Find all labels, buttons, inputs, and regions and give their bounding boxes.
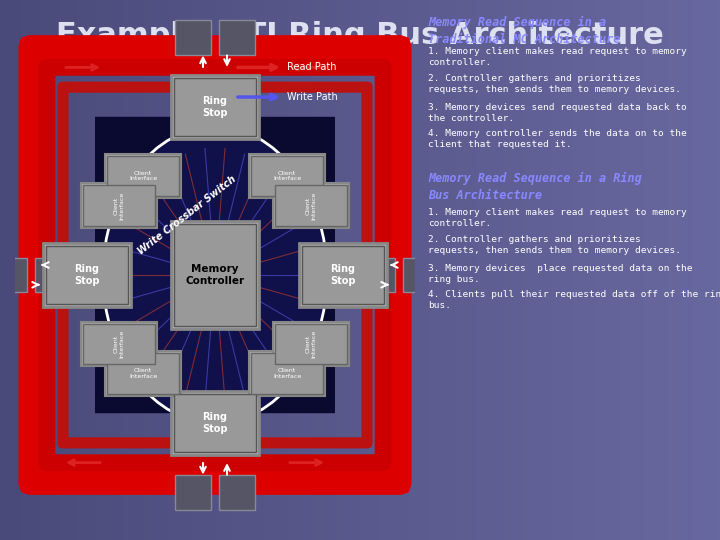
Text: Write Crossbar Switch: Write Crossbar Switch <box>136 174 238 257</box>
Text: 2. Controller gathers and prioritizes
requests, then sends them to memory device: 2. Controller gathers and prioritizes re… <box>428 74 681 94</box>
Text: 1. Memory client makes read request to memory
controller.: 1. Memory client makes read request to m… <box>428 208 687 228</box>
Text: Read Path: Read Path <box>287 63 336 72</box>
Text: 1. Memory client makes read request to memory
controller.: 1. Memory client makes read request to m… <box>428 47 687 67</box>
FancyBboxPatch shape <box>83 324 155 365</box>
FancyBboxPatch shape <box>273 322 349 366</box>
FancyBboxPatch shape <box>249 154 325 198</box>
FancyBboxPatch shape <box>275 185 347 226</box>
Text: Client
Interface: Client Interface <box>129 171 157 181</box>
FancyBboxPatch shape <box>219 475 255 510</box>
Text: Client
Interface: Client Interface <box>114 192 125 220</box>
FancyBboxPatch shape <box>46 246 128 304</box>
FancyBboxPatch shape <box>107 156 179 197</box>
Text: 3. Memory devices  place requested data on the
ring bus.: 3. Memory devices place requested data o… <box>428 264 693 284</box>
Text: Client
Interface: Client Interface <box>305 192 316 220</box>
Text: Client
Interface: Client Interface <box>273 368 301 379</box>
FancyBboxPatch shape <box>299 243 387 307</box>
FancyBboxPatch shape <box>174 224 256 326</box>
FancyBboxPatch shape <box>171 75 259 139</box>
FancyBboxPatch shape <box>83 185 155 226</box>
Text: Ring
Stop: Ring Stop <box>330 264 356 286</box>
FancyBboxPatch shape <box>105 154 181 198</box>
Text: Client
Interface: Client Interface <box>273 171 301 181</box>
FancyBboxPatch shape <box>0 258 27 292</box>
FancyBboxPatch shape <box>275 324 347 365</box>
FancyBboxPatch shape <box>251 354 323 394</box>
FancyBboxPatch shape <box>43 243 131 307</box>
FancyBboxPatch shape <box>359 258 395 292</box>
Text: 4. Memory controller sends the data on to the
client that requested it.: 4. Memory controller sends the data on t… <box>428 129 687 149</box>
FancyBboxPatch shape <box>95 117 335 413</box>
Text: Example: ATI Ring Bus Architecture: Example: ATI Ring Bus Architecture <box>56 21 664 50</box>
FancyBboxPatch shape <box>107 354 179 394</box>
FancyBboxPatch shape <box>174 394 256 452</box>
Text: 3. Memory devices send requested data back to
the controller.: 3. Memory devices send requested data ba… <box>428 103 687 123</box>
Text: 4. Clients pull their requested data off of the ring
bus.: 4. Clients pull their requested data off… <box>428 290 720 310</box>
Text: Ring
Stop: Ring Stop <box>202 412 228 434</box>
FancyBboxPatch shape <box>251 156 323 197</box>
FancyBboxPatch shape <box>174 78 256 136</box>
FancyBboxPatch shape <box>81 184 157 228</box>
Text: Memory Read Sequence in a Ring
Bus Architecture: Memory Read Sequence in a Ring Bus Archi… <box>428 172 642 202</box>
FancyBboxPatch shape <box>171 220 259 329</box>
FancyBboxPatch shape <box>249 352 325 396</box>
Text: 2. Controller gathers and prioritizes
requests, then sends them to memory device: 2. Controller gathers and prioritizes re… <box>428 235 681 255</box>
Text: Client
Interface: Client Interface <box>129 368 157 379</box>
Text: Client
Interface: Client Interface <box>305 330 316 358</box>
FancyBboxPatch shape <box>219 21 255 55</box>
FancyBboxPatch shape <box>302 246 384 304</box>
FancyBboxPatch shape <box>176 475 212 510</box>
Ellipse shape <box>103 127 327 423</box>
FancyBboxPatch shape <box>35 258 71 292</box>
Text: Memory Read Sequence in a
Traditional MC Architecture: Memory Read Sequence in a Traditional MC… <box>428 16 621 46</box>
Text: Ring
Stop: Ring Stop <box>202 96 228 118</box>
Text: Ring
Stop: Ring Stop <box>74 264 100 286</box>
FancyBboxPatch shape <box>176 21 212 55</box>
FancyBboxPatch shape <box>402 258 438 292</box>
Text: Client
Interface: Client Interface <box>114 330 125 358</box>
FancyBboxPatch shape <box>105 352 181 396</box>
FancyBboxPatch shape <box>171 391 259 455</box>
Text: Write Path: Write Path <box>287 92 338 102</box>
Text: Memory
Controller: Memory Controller <box>186 264 245 286</box>
FancyBboxPatch shape <box>81 322 157 366</box>
FancyBboxPatch shape <box>273 184 349 228</box>
